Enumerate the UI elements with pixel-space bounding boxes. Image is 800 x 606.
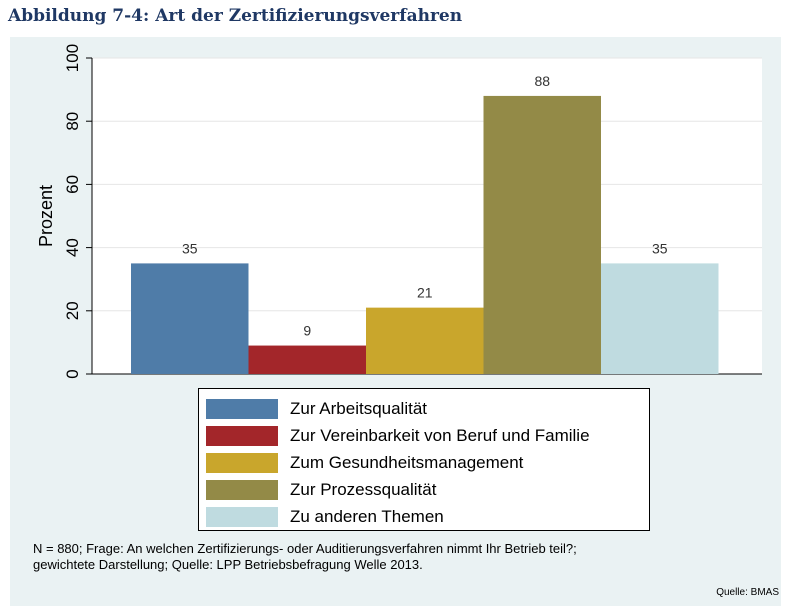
legend-item-3: Zum Gesundheitsmanagement [206,449,649,476]
bar-chart: 0 20 40 60 80 100 35 9 21 88 35 Prozent [36,44,762,379]
data-label-2: 9 [303,323,311,339]
figure-title: Abbildung 7-4: Art der Zertifizierungsve… [8,6,463,26]
footnote: N = 880; Frage: An welchen Zertifizierun… [33,541,577,573]
legend-label-1: Zur Arbeitsqualität [290,398,428,418]
y-tick-label-60: 60 [63,175,82,194]
y-tick-label-40: 40 [63,238,82,257]
y-tick-label-0: 0 [63,369,82,378]
legend-item-2: Zur Vereinbarkeit von Beruf und Familie [206,422,649,449]
footnote-line-2: gewichtete Darstellung; Quelle: LPP Betr… [33,557,423,572]
legend-swatch-2 [206,425,278,446]
legend-item-5: Zu anderen Themen [206,503,649,530]
legend-item-1: Zur Arbeitsqualität [206,395,649,422]
bar-4 [483,95,601,375]
legend-label-2: Zur Vereinbarkeit von Beruf und Familie [290,425,590,445]
data-labels: 35 9 21 88 35 [182,73,668,339]
y-tick-label-20: 20 [63,301,82,320]
y-tick-label-100: 100 [63,44,82,72]
data-label-3: 21 [417,285,433,301]
legend-swatch-1 [206,398,278,419]
legend-swatch-3 [206,452,278,473]
legend-swatch-4 [206,479,278,500]
data-label-5: 35 [652,240,668,256]
bars [131,95,719,375]
legend-label-3: Zum Gesundheitsmanagement [290,452,524,472]
y-tick-label-80: 80 [63,112,82,131]
bar-5 [601,263,719,374]
legend-item-4: Zur Prozessqualität [206,476,649,503]
data-label-1: 35 [182,240,198,256]
legend-label-4: Zur Prozessqualität [290,479,437,499]
chart-legend: Zur Arbeitsqualität Zur Vereinbarkeit von… [198,388,650,531]
bar-2 [248,345,366,374]
source-credit: Quelle: BMAS [716,587,779,598]
footnote-line-1: N = 880; Frage: An welchen Zertifizierun… [33,541,577,556]
bar-3 [366,307,484,374]
y-axis-ticks: 0 20 40 60 80 100 [63,44,92,379]
legend-label-5: Zu anderen Themen [290,506,444,526]
legend-swatch-5 [206,506,278,527]
data-label-4: 88 [534,73,550,89]
y-axis-label: Prozent [36,185,56,247]
bar-1 [131,263,249,374]
